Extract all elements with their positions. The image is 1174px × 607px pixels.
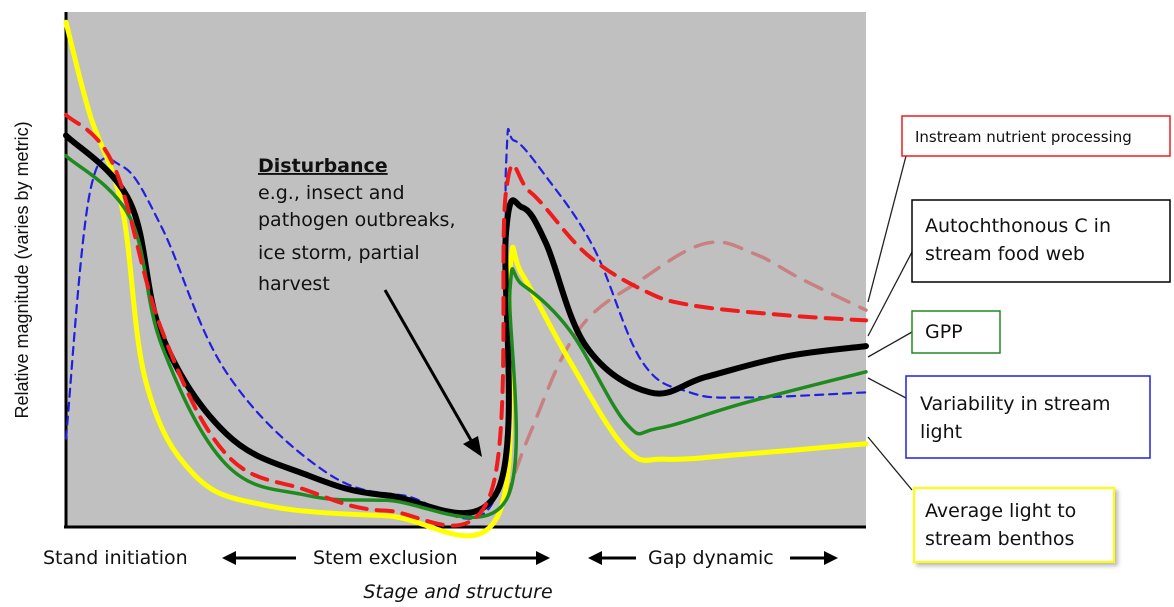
legend-label-average-light-1: Average light to (925, 500, 1076, 522)
annotation-arrow (383, 289, 474, 443)
legend-box-nutrient (901, 115, 1171, 157)
legend-label-autochthonous-1: Autochthonous C in (925, 215, 1111, 237)
annotation-arrowhead (463, 436, 482, 457)
legend-box-average-light (913, 487, 1115, 563)
series-gpp (64, 154, 868, 519)
legend-label-variability-2: light (920, 421, 962, 443)
annotation-line-2: pathogen outbreaks, (258, 209, 456, 231)
annotation-title: Disturbance (258, 155, 388, 177)
stage-label-gap: Gap dynamic (648, 547, 774, 569)
annotation-line-3: ice storm, partial (258, 242, 420, 264)
annotation-line-1: e.g., insect and (258, 182, 405, 204)
stage-label-exclusion: Stem exclusion (313, 547, 458, 569)
plot-area (66, 12, 866, 526)
legend-connectors (867, 155, 913, 491)
legend-box-autochthonous (911, 199, 1171, 283)
series-average-light (63, 19, 869, 539)
y-axis-label: Relative magnitude (varies by metric) (12, 121, 32, 418)
stage-arrows (222, 551, 838, 565)
series-layer (63, 19, 869, 539)
legend-box-gpp (911, 310, 1001, 354)
series-nutrient-processing (64, 112, 868, 528)
series-autochthonous-c (63, 132, 869, 517)
series-pink-dashed (504, 240, 868, 503)
x-axis-label: Stage and structure (363, 581, 552, 603)
legend-label-autochthonous-2: stream food web (925, 243, 1085, 265)
stage-label-initiation: Stand initiation (43, 547, 188, 569)
legend-label-average-light-2: stream benthos (925, 528, 1074, 550)
legend-label-variability-1: Variability in stream (920, 393, 1110, 415)
annotation-line-4: harvest (258, 273, 330, 295)
legend-label-gpp: GPP (925, 321, 963, 343)
legend: Instream nutrient processing Autochthono… (901, 115, 1171, 563)
legend-box-variability (905, 375, 1151, 459)
legend-label-nutrient: Instream nutrient processing (915, 128, 1132, 146)
